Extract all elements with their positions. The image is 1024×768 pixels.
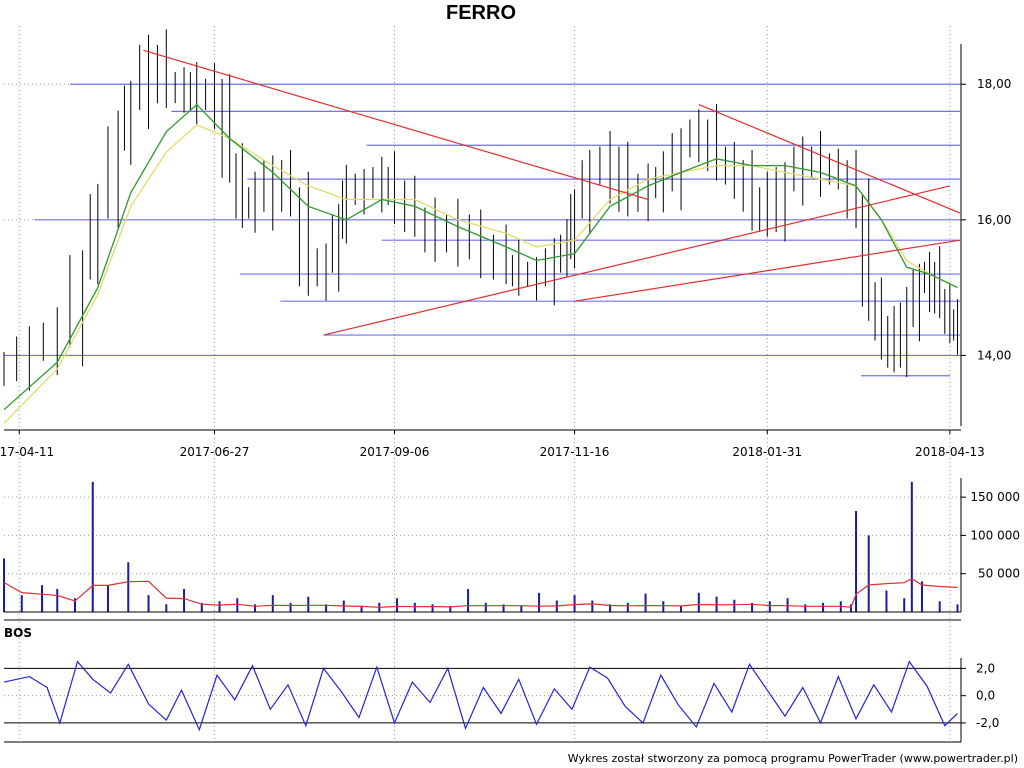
trend-line [698, 104, 961, 214]
volume-bar [885, 590, 888, 612]
volume-bar [41, 585, 44, 612]
volume-bar [289, 602, 292, 612]
time-x-tick-label: 2017-11-16 [540, 445, 610, 459]
volume-bar [910, 481, 913, 612]
volume-bar [360, 605, 363, 612]
volume-bar [867, 535, 870, 612]
volume-panel: 50 000 100 000 150 000 [3, 478, 1020, 621]
volume-y-tick-label: 50 000 [978, 567, 1020, 581]
volume-bar [271, 595, 274, 612]
price-y-tick-label: 16,00 [977, 213, 1011, 227]
volume-bar [644, 593, 647, 612]
volume-bar [609, 604, 612, 612]
volume-bar [218, 601, 221, 612]
volume-bar [920, 581, 923, 612]
volume-bar [697, 592, 700, 612]
trend-line [323, 185, 950, 336]
bos-y-tick-label: 0,0 [976, 689, 995, 703]
volume-bar [431, 604, 434, 612]
moving-average-long [3, 124, 958, 424]
volume-bar [502, 604, 505, 612]
bos-panel: BOS 2,0 0,0 -2,0 [3, 626, 999, 743]
footer-credit: Wykres został stworzony za pomocą progra… [568, 752, 1018, 765]
volume-bar [484, 602, 487, 612]
volume-bar [520, 605, 523, 612]
volume-bar [396, 598, 399, 612]
volume-bar [804, 604, 807, 612]
volume-bar [751, 602, 754, 612]
trend-line [143, 49, 649, 201]
bos-y-tick-label: -2,0 [976, 716, 999, 730]
volume-bar [127, 562, 130, 612]
time-x-tick-label: 2018-04-13 [915, 445, 985, 459]
volume-bar [591, 600, 594, 612]
volume-bar [165, 604, 168, 612]
volume-bar [538, 592, 541, 612]
volume-bar [56, 589, 59, 612]
volume-bar [956, 604, 959, 612]
volume-bar [106, 585, 109, 612]
time-x-tick-label: 2017-06-27 [180, 445, 250, 459]
volume-bar [325, 604, 328, 612]
volume-moving-average [3, 578, 958, 608]
price-y-tick-label: 14,00 [977, 348, 1011, 362]
volume-bar [91, 481, 94, 612]
volume-bar [938, 601, 941, 612]
moving-average-short [3, 103, 958, 411]
volume-bar [183, 589, 186, 612]
volume-bar [822, 602, 825, 612]
volume-bar [20, 595, 23, 612]
volume-y-tick-label: 100 000 [970, 528, 1020, 542]
volume-bar [733, 599, 736, 612]
price-y-tick-label: 18,00 [977, 77, 1011, 91]
volume-bar [307, 596, 310, 612]
volume-bar [855, 510, 858, 612]
bos-line [3, 660, 958, 732]
volume-bar [3, 558, 5, 612]
bos-panel-label: BOS [4, 626, 32, 640]
price-panel: 14,00 16,00 18,00 2017-04-11 2017-06-27 2017-… [0, 26, 1011, 742]
volume-bar [680, 605, 683, 612]
volume-bar [200, 602, 203, 612]
trend-line [574, 239, 961, 302]
volume-bar [74, 598, 77, 612]
volume-bar [254, 604, 257, 612]
bos-y-tick-label: 2,0 [976, 661, 995, 675]
time-x-tick-label: 2018-01-31 [732, 445, 802, 459]
volume-bar [573, 595, 576, 612]
time-x-tick-label: 2017-09-06 [360, 445, 430, 459]
volume-bar [236, 598, 239, 612]
volume-y-tick-label: 150 000 [970, 490, 1020, 504]
volume-bar [449, 605, 452, 612]
volume-bar [626, 602, 629, 612]
chart-title: FERRO [446, 2, 516, 24]
time-x-tick-label: 2017-04-11 [0, 445, 54, 459]
volume-bar [413, 602, 416, 612]
volume-bar [147, 595, 150, 612]
volume-bar [768, 601, 771, 612]
volume-bar [467, 589, 470, 612]
volume-bar [662, 601, 665, 612]
volume-bar [903, 598, 906, 612]
volume-bar [849, 604, 852, 612]
